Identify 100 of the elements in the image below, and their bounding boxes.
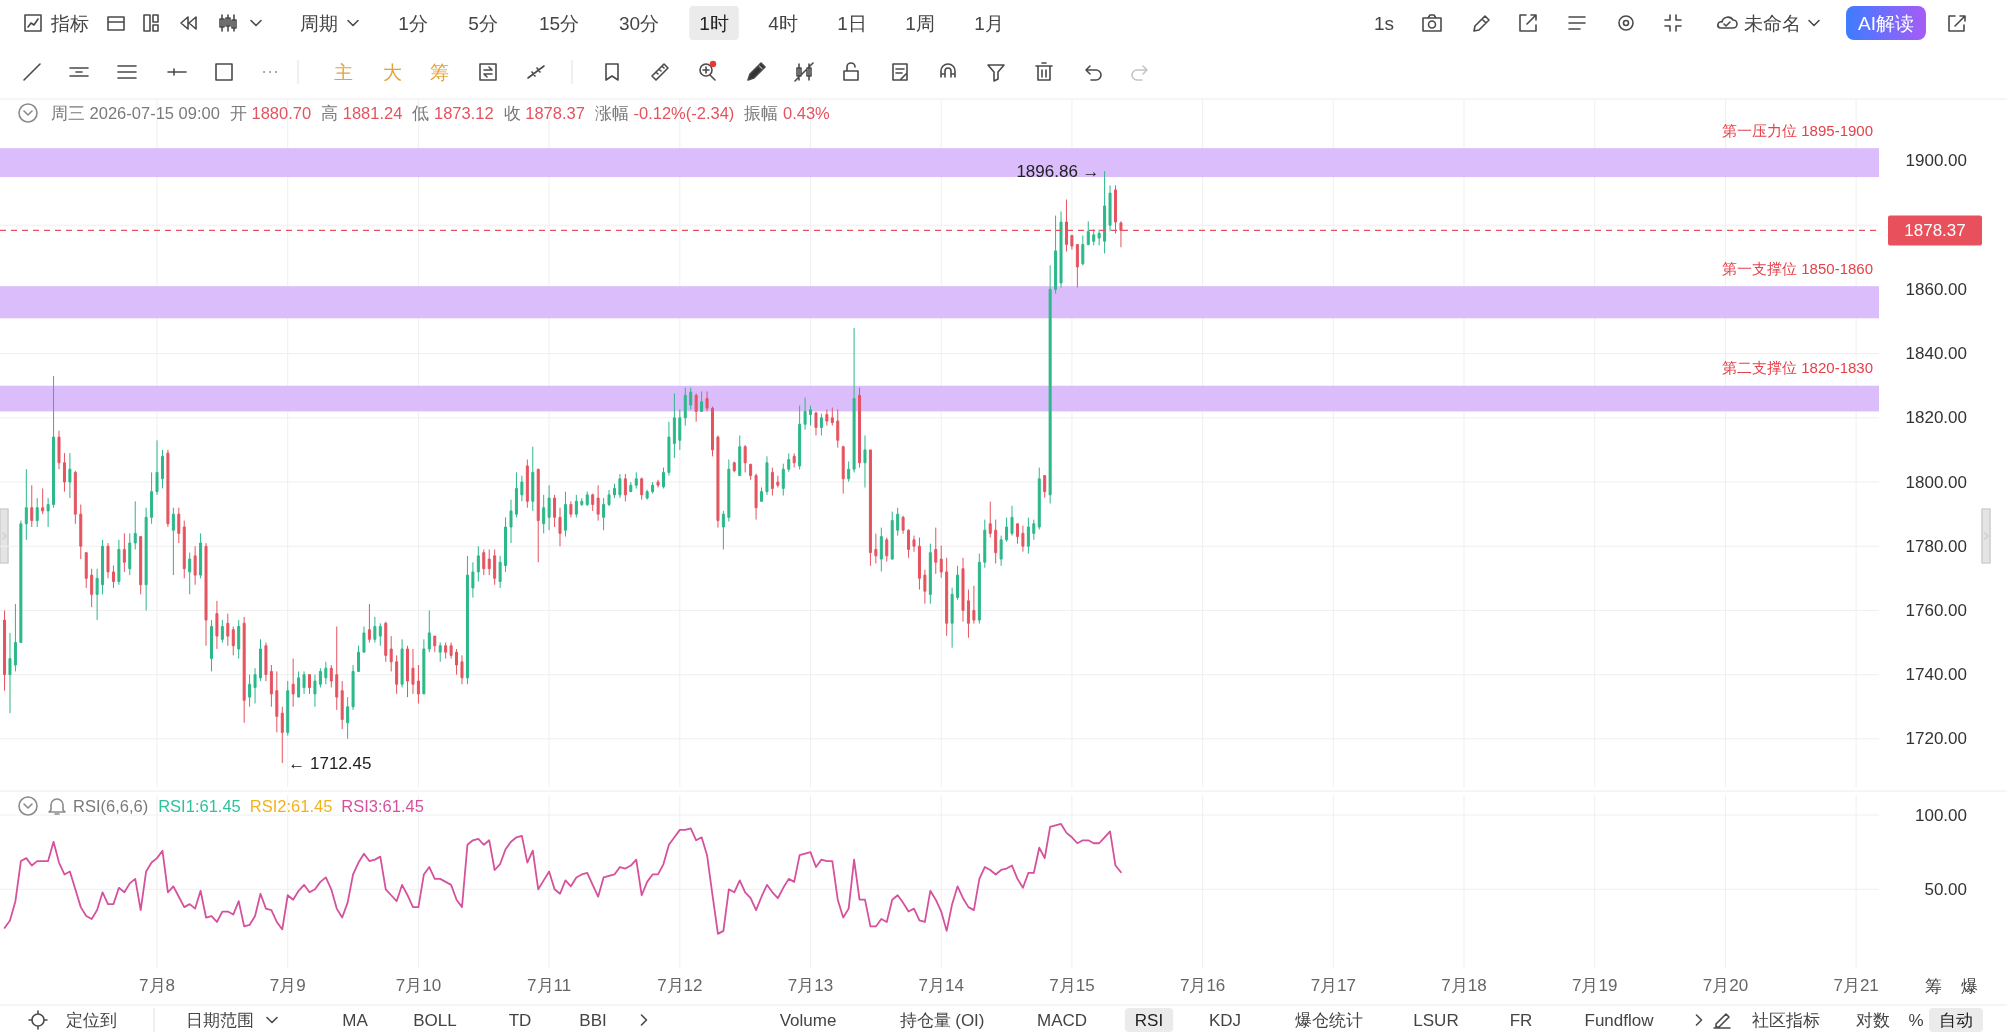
candlestick xyxy=(836,408,840,449)
candlestick xyxy=(476,545,480,583)
candlestick xyxy=(8,632,12,714)
candlestick xyxy=(329,664,333,688)
candlestick xyxy=(874,533,878,565)
candlestick xyxy=(961,557,965,623)
text: 1周 xyxy=(905,12,935,34)
candlestick xyxy=(41,487,45,515)
y-tick-label: 1820.00 xyxy=(1905,408,1967,428)
candlestick xyxy=(1108,184,1112,232)
candlestick xyxy=(90,568,94,608)
candlestick xyxy=(661,467,665,489)
candlestick xyxy=(705,390,709,412)
text: 1s xyxy=(1373,12,1395,34)
candlestick xyxy=(52,375,56,509)
candlestick xyxy=(465,555,469,685)
y-tick-label: 1900.00 xyxy=(1905,151,1967,171)
x-tick-label: 7月8 xyxy=(139,975,175,995)
text: 大 xyxy=(382,61,402,83)
candlestick xyxy=(956,565,960,601)
candlestick xyxy=(830,407,834,427)
y-tick-label: 1780.00 xyxy=(1905,536,1967,556)
candlestick xyxy=(362,625,366,653)
candlestick xyxy=(765,455,769,496)
candlestick xyxy=(346,696,350,740)
candlestick xyxy=(569,500,573,518)
candlestick xyxy=(258,638,262,682)
text: 指标 xyxy=(50,12,89,34)
annotation: 开 1880.70 xyxy=(229,104,312,122)
candlestick xyxy=(389,635,393,672)
candlestick xyxy=(199,532,203,579)
candlestick xyxy=(1015,523,1019,545)
candlestick xyxy=(395,654,399,695)
candlestick xyxy=(591,493,595,512)
candlestick xyxy=(939,545,943,579)
candlestick xyxy=(1081,234,1085,266)
candlestick xyxy=(749,463,753,481)
candlestick xyxy=(220,619,224,644)
candlestick xyxy=(651,481,655,495)
candlestick xyxy=(972,585,976,625)
candlestick xyxy=(286,680,290,737)
candlestick xyxy=(574,494,578,518)
text: 1分 xyxy=(398,12,428,34)
text: 主 xyxy=(333,61,353,83)
candlestick xyxy=(106,542,110,579)
candlestick xyxy=(411,648,415,695)
candlestick xyxy=(514,471,518,518)
candlestick xyxy=(209,619,213,672)
text: RSI xyxy=(1134,1010,1164,1030)
band-label: 第一支撑位 1850-1860 xyxy=(1722,259,1873,277)
candlestick xyxy=(280,706,284,764)
candlestick xyxy=(716,434,720,529)
x-tick-label: 7月13 xyxy=(787,975,834,995)
text: 1月 xyxy=(974,12,1004,34)
candlestick xyxy=(79,504,83,560)
candlestick xyxy=(950,587,954,649)
candlestick xyxy=(237,619,241,660)
candlestick xyxy=(1119,220,1123,248)
annotation: 涨幅 -0.12%(-2.34) xyxy=(594,104,735,122)
x-tick-label: 7月18 xyxy=(1441,975,1487,995)
candlestick xyxy=(1054,215,1058,295)
x-tick-label: 7月19 xyxy=(1572,975,1618,995)
y-tick-label: 1860.00 xyxy=(1905,279,1967,299)
candlestick xyxy=(814,411,818,436)
text: 1时 xyxy=(699,12,729,34)
candlestick xyxy=(498,555,502,589)
candlestick xyxy=(155,439,159,496)
candlestick xyxy=(787,452,791,473)
candlestick xyxy=(760,486,764,503)
candlestick xyxy=(182,520,186,579)
candlestick xyxy=(1032,519,1036,541)
text: 日期范围 xyxy=(186,1010,254,1030)
candlestick xyxy=(612,483,616,499)
x-tick-label: 7月20 xyxy=(1702,975,1749,995)
candlestick xyxy=(357,645,361,672)
text: 持仓量 (OI) xyxy=(899,1010,985,1030)
line-series xyxy=(3,823,1122,935)
candlestick xyxy=(231,625,235,656)
text: RSI3:61.45 xyxy=(341,797,424,815)
candlestick xyxy=(602,497,606,531)
candlestick xyxy=(678,408,682,451)
chart-title: 周三 2026-07-15 09:00 xyxy=(51,104,220,122)
candlestick xyxy=(433,635,437,653)
candlestick xyxy=(101,539,105,595)
band-label: 第一压力位 1895-1900 xyxy=(1722,121,1873,139)
candlestick xyxy=(367,603,371,644)
candlestick xyxy=(732,460,736,473)
annotation: 高 1881.24 xyxy=(321,104,403,122)
candlestick xyxy=(1113,184,1117,235)
candlestick xyxy=(177,507,181,544)
candlestick xyxy=(455,648,459,676)
candlestick xyxy=(792,452,796,469)
ref-line-label: 1878.37 xyxy=(1904,220,1966,240)
candlestick xyxy=(57,430,61,470)
candlestick xyxy=(928,543,932,605)
candlestick xyxy=(558,507,562,547)
candlestick xyxy=(825,408,829,427)
y-tick-label: 1740.00 xyxy=(1905,665,1967,685)
candlestick xyxy=(885,537,889,563)
annotation: ← 1712.45 xyxy=(288,753,372,773)
